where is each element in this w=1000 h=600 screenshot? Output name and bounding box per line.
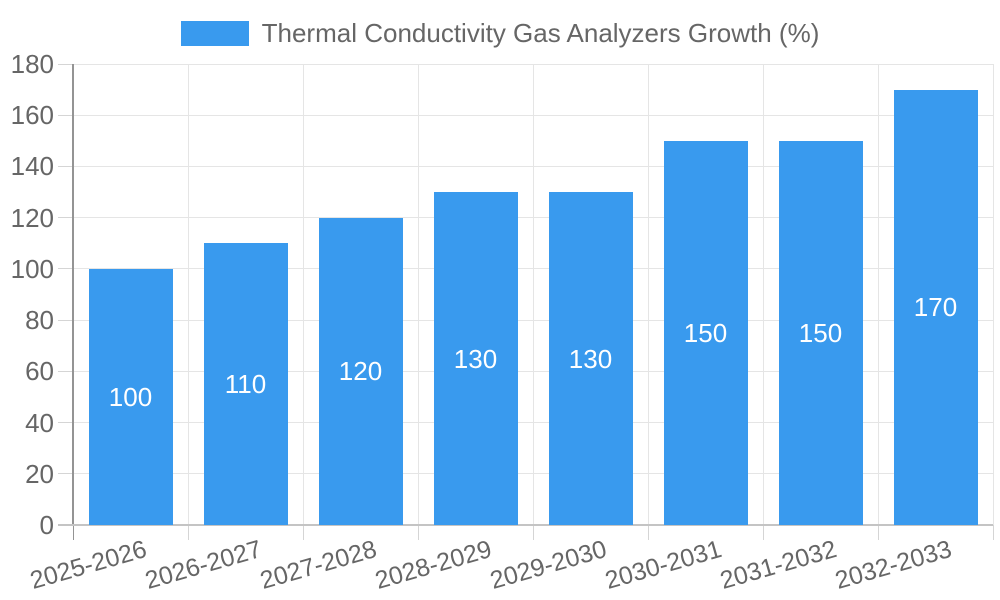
x-gridline <box>877 64 879 525</box>
x-axis-line <box>58 524 993 526</box>
x-tick-mark <box>647 525 649 540</box>
y-tick-label: 140 <box>10 151 54 182</box>
x-tick-label: 2029-2030 <box>487 535 610 595</box>
y-axis-line <box>72 64 74 525</box>
bar-value-label: 100 <box>108 381 153 412</box>
y-tick-label: 0 <box>39 510 54 540</box>
x-tick-mark <box>532 525 534 540</box>
x-gridline <box>417 64 419 525</box>
y-tick-mark <box>58 319 73 321</box>
y-tick-mark <box>58 165 73 167</box>
x-tick-label: 2027-2028 <box>257 535 380 595</box>
bar-value-label: 170 <box>913 292 958 323</box>
bar-value-label: 130 <box>568 343 613 374</box>
legend-swatch <box>180 21 249 46</box>
x-tick-mark <box>417 525 419 540</box>
legend-item[interactable]: Thermal Conductivity Gas Analyzers Growt… <box>0 18 1000 49</box>
bar[interactable] <box>663 140 748 525</box>
y-tick-label: 180 <box>10 49 54 79</box>
bar-value-label: 130 <box>453 343 498 374</box>
legend-label: Thermal Conductivity Gas Analyzers Growt… <box>261 18 820 48</box>
y-tick-label: 60 <box>25 356 54 387</box>
bar[interactable] <box>548 192 633 525</box>
y-tick-mark <box>58 114 73 116</box>
x-tick-mark <box>762 525 764 540</box>
x-tick-label: 2030-2031 <box>602 535 725 595</box>
y-tick-label: 20 <box>25 458 54 489</box>
x-tick-label: 2025-2026 <box>27 535 150 595</box>
bar[interactable] <box>318 217 403 525</box>
y-tick-mark <box>58 422 73 424</box>
x-tick-label: 2028-2029 <box>372 535 495 595</box>
y-tick-label: 160 <box>10 100 54 131</box>
x-tick-mark <box>302 525 304 540</box>
y-tick-label: 100 <box>10 253 54 284</box>
y-tick-mark <box>58 63 73 65</box>
x-tick-mark <box>877 525 879 540</box>
x-gridline <box>647 64 649 525</box>
bar[interactable] <box>433 192 518 525</box>
x-tick-label: 2031-2032 <box>717 535 840 595</box>
x-tick-mark <box>992 525 994 540</box>
bar[interactable] <box>893 89 978 525</box>
x-tick-label: 2026-2027 <box>142 535 265 595</box>
bar[interactable] <box>778 140 863 525</box>
bar-value-label: 150 <box>798 317 843 348</box>
x-gridline <box>992 64 994 525</box>
x-tick-mark <box>72 525 74 540</box>
y-tick-label: 40 <box>25 407 54 438</box>
x-gridline <box>302 64 304 525</box>
y-tick-mark <box>58 370 73 372</box>
bar[interactable] <box>88 268 173 525</box>
x-gridline <box>762 64 764 525</box>
x-gridline <box>532 64 534 525</box>
x-tick-mark <box>187 525 189 540</box>
y-tick-label: 80 <box>25 305 54 336</box>
x-tick-label: 2032-2033 <box>832 535 955 595</box>
y-tick-mark <box>58 217 73 219</box>
bar[interactable] <box>203 243 288 525</box>
x-gridline <box>187 64 189 525</box>
bar-value-label: 110 <box>224 369 267 400</box>
y-tick-mark <box>58 473 73 475</box>
y-tick-mark <box>58 268 73 270</box>
y-tick-label: 120 <box>10 202 54 233</box>
bar-value-label: 120 <box>338 356 383 387</box>
bar-value-label: 150 <box>683 317 728 348</box>
